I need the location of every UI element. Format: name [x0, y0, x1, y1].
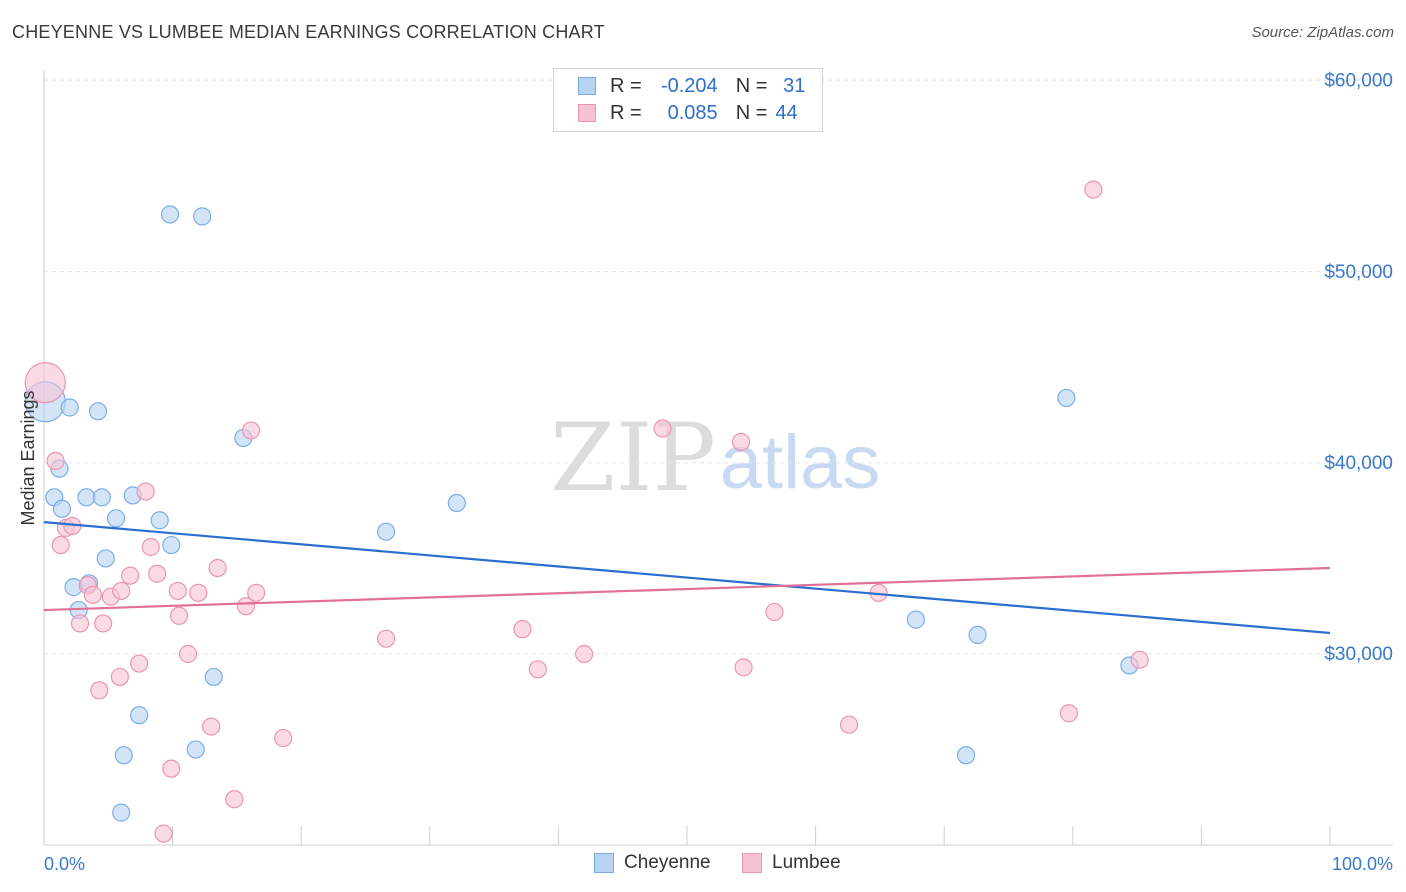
cheyenne-point: [96, 549, 115, 568]
legend-r-label: R =: [610, 74, 642, 97]
cheyenne-point: [968, 625, 987, 644]
lumbee-point: [83, 585, 102, 604]
lumbee-point: [110, 667, 129, 687]
legend-item-cheyenne[interactable]: Cheyenne: [594, 852, 711, 874]
lumbee-point: [208, 558, 227, 578]
lumbee-point: [1059, 704, 1079, 723]
cheyenne-point: [60, 398, 79, 417]
legend-n-label: N =: [735, 74, 768, 97]
legend-label-cheyenne: Cheyenne: [624, 852, 711, 873]
cheyenne-point: [150, 511, 169, 530]
lumbee-point: [731, 432, 751, 451]
lumbee-point: [225, 790, 244, 809]
lumbee-point: [154, 824, 173, 843]
lumbee-swatch: [742, 853, 762, 873]
cheyenne-point: [1057, 388, 1076, 408]
series-legend: Cheyenne Lumbee: [0, 852, 1406, 878]
watermark: ZIP atlas: [550, 404, 880, 513]
chart-title: CHEYENNE VS LUMBEE MEDIAN EARNINGS CORRE…: [12, 22, 605, 42]
cheyenne-point: [106, 509, 126, 528]
legend-r-value: -0.204: [660, 74, 718, 97]
legend-n-label: N =: [735, 101, 768, 124]
cheyenne-point: [906, 610, 926, 629]
lumbee-point: [274, 728, 293, 748]
y-tick-label: $60,000: [1324, 71, 1393, 92]
lumbee-point: [51, 535, 70, 555]
lumbee-swatch: [578, 104, 596, 122]
lumbee-point: [734, 658, 753, 677]
lumbee-point: [90, 681, 109, 700]
lumbee-point: [46, 451, 65, 471]
legend-item-lumbee[interactable]: Lumbee: [742, 852, 841, 874]
lumbee-point: [528, 660, 547, 679]
lumbee-point: [653, 419, 672, 438]
cheyenne-point: [114, 746, 133, 765]
y-tick-label: $30,000: [1324, 644, 1393, 665]
lumbee-point: [24, 362, 66, 404]
lumbee-point: [178, 644, 198, 664]
y-axis-title: Median Earnings: [18, 390, 38, 525]
lumbee-point: [202, 717, 221, 736]
cheyenne-point: [130, 706, 149, 725]
cheyenne-point: [52, 499, 72, 518]
lumbee-point: [121, 566, 140, 585]
lumbee-point: [141, 537, 160, 557]
legend-n-value: 31: [783, 74, 806, 97]
lumbee-point: [241, 421, 261, 440]
cheyenne-point: [162, 535, 181, 555]
lumbee-point: [169, 606, 189, 625]
cheyenne-point: [956, 746, 976, 765]
lumbee-point: [94, 614, 113, 633]
lumbee-point: [1084, 180, 1103, 199]
lumbee-point: [112, 581, 131, 601]
x-tick-label: 0.0%: [44, 854, 85, 874]
lumbee-point: [839, 715, 859, 734]
legend-row-lumbee: R = 0.085 N = 44: [578, 101, 813, 125]
cheyenne-point: [447, 493, 466, 513]
lumbee-point: [236, 597, 256, 616]
stats-legend: R = -0.204 N = 31 R = 0.085 N = 44: [553, 68, 823, 132]
cheyenne-point: [112, 803, 131, 822]
lumbee-point: [513, 620, 532, 639]
lumbee-point: [148, 564, 167, 583]
lumbee-point: [130, 654, 149, 673]
cheyenne-point: [160, 205, 180, 224]
x-tick-label: 100.0%: [1332, 854, 1393, 874]
cheyenne-point: [88, 402, 108, 421]
lumbee-trend-line: [43, 566, 1331, 612]
cheyenne-trend-line: [43, 521, 1331, 635]
y-tick-label: $50,000: [1324, 262, 1393, 283]
lumbee-point: [247, 583, 266, 602]
cheyenne-point: [77, 488, 96, 507]
lumbee-point: [1130, 650, 1149, 669]
lumbee-point: [162, 759, 181, 778]
lumbee-point: [189, 583, 208, 602]
legend-r-value: 0.085: [667, 101, 718, 124]
legend-r-label: R =: [610, 101, 642, 124]
cheyenne-point: [193, 207, 212, 226]
watermark-zip: ZIP: [550, 404, 716, 513]
lumbee-point: [765, 602, 784, 622]
lumbee-point: [168, 581, 187, 601]
cheyenne-point: [376, 522, 396, 541]
legend-label-lumbee: Lumbee: [772, 852, 841, 873]
cheyenne-point: [186, 740, 205, 759]
cheyenne-swatch: [594, 853, 614, 873]
lumbee-point: [136, 482, 155, 501]
legend-n-value: 44: [775, 101, 798, 124]
cheyenne-swatch: [578, 77, 596, 95]
legend-row-cheyenne: R = -0.204 N = 31: [578, 74, 805, 98]
cheyenne-point: [92, 488, 111, 507]
lumbee-point: [376, 629, 396, 648]
lumbee-point: [575, 644, 594, 664]
y-tick-label: $40,000: [1324, 453, 1393, 474]
source-credit: Source: ZipAtlas.com: [1251, 24, 1394, 41]
lumbee-point: [70, 614, 90, 633]
cheyenne-point: [204, 667, 223, 687]
